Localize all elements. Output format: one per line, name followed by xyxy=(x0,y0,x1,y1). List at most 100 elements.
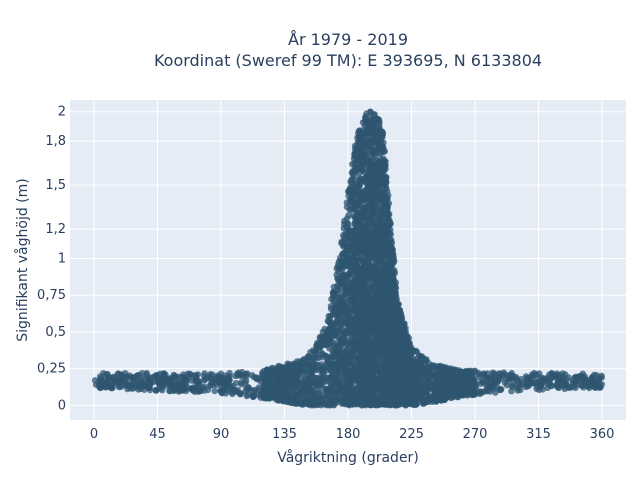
data-point xyxy=(308,367,315,374)
data-point xyxy=(221,379,229,387)
data-point xyxy=(232,372,239,380)
data-point xyxy=(514,385,522,392)
data-point xyxy=(382,174,389,181)
data-point xyxy=(545,376,552,383)
data-point xyxy=(339,393,347,400)
data-point xyxy=(379,270,386,278)
data-point xyxy=(336,341,343,349)
data-point xyxy=(354,356,361,363)
data-point xyxy=(393,314,400,321)
data-point xyxy=(560,383,567,390)
data-point xyxy=(414,369,422,377)
data-point xyxy=(361,315,368,322)
data-point xyxy=(312,360,319,368)
data-point xyxy=(446,372,453,379)
chart-subtitle: Koordinat (Sweref 99 TM): E 393695, N 61… xyxy=(154,51,542,70)
data-point xyxy=(363,270,370,277)
data-point xyxy=(349,261,356,269)
data-point xyxy=(462,369,469,376)
data-point xyxy=(336,316,343,323)
data-point xyxy=(571,382,578,390)
data-point xyxy=(394,302,402,309)
data-point xyxy=(325,318,332,325)
data-point xyxy=(286,377,294,384)
data-point xyxy=(358,321,365,329)
data-point xyxy=(139,370,146,377)
data-point xyxy=(392,351,399,359)
data-point xyxy=(364,248,372,256)
data-point xyxy=(406,362,414,369)
data-point xyxy=(526,379,533,386)
data-point xyxy=(327,374,334,381)
data-point xyxy=(450,366,457,373)
data-point xyxy=(447,394,454,401)
data-point xyxy=(374,378,381,385)
data-point xyxy=(263,385,271,392)
data-point xyxy=(592,377,599,384)
data-point xyxy=(296,393,303,401)
data-point xyxy=(255,384,262,391)
data-point xyxy=(377,156,384,163)
data-point xyxy=(385,200,393,207)
data-point xyxy=(408,350,415,357)
data-point xyxy=(308,394,315,401)
data-point xyxy=(237,390,244,398)
data-point xyxy=(255,391,262,398)
data-point xyxy=(359,231,366,238)
data-point xyxy=(569,377,576,384)
data-point xyxy=(369,311,377,318)
data-point xyxy=(372,116,379,123)
data-point xyxy=(362,310,370,317)
data-point xyxy=(353,315,360,322)
data-point xyxy=(376,120,383,128)
chart-title: År 1979 - 2019 xyxy=(288,30,408,49)
data-point xyxy=(367,383,374,391)
data-point xyxy=(366,123,374,131)
data-point xyxy=(266,393,273,400)
data-point xyxy=(201,387,208,394)
data-point xyxy=(535,374,543,382)
data-point xyxy=(412,361,419,368)
data-point xyxy=(109,384,116,392)
data-point xyxy=(393,343,400,351)
data-point xyxy=(364,182,371,190)
data-point xyxy=(256,375,263,383)
data-point xyxy=(152,386,159,394)
data-point xyxy=(387,226,394,233)
data-point xyxy=(589,383,596,390)
data-point xyxy=(410,391,417,399)
data-point xyxy=(287,369,295,376)
data-point xyxy=(298,364,306,372)
data-point xyxy=(382,324,389,331)
data-point xyxy=(232,379,240,387)
data-point xyxy=(373,333,380,340)
data-point xyxy=(146,377,153,384)
data-point xyxy=(211,387,218,395)
data-point xyxy=(214,372,221,379)
data-point xyxy=(222,384,229,392)
data-point xyxy=(353,386,360,393)
data-point xyxy=(356,170,363,177)
data-point xyxy=(219,389,226,397)
data-point xyxy=(344,284,351,292)
data-point xyxy=(343,371,350,378)
data-point xyxy=(308,401,316,408)
data-point xyxy=(476,389,484,396)
data-point xyxy=(157,385,165,392)
data-point xyxy=(243,373,250,380)
data-point xyxy=(444,380,452,387)
data-point xyxy=(359,337,366,344)
data-point xyxy=(365,320,372,327)
data-point xyxy=(366,215,373,223)
data-point xyxy=(333,395,340,402)
data-point xyxy=(329,326,336,333)
data-point xyxy=(369,370,377,377)
data-point xyxy=(355,160,362,168)
data-point xyxy=(369,174,376,182)
data-point xyxy=(328,353,335,361)
data-point xyxy=(578,374,585,381)
data-point xyxy=(274,384,282,392)
data-point xyxy=(416,352,423,359)
data-point xyxy=(407,343,415,351)
data-point xyxy=(350,268,357,275)
